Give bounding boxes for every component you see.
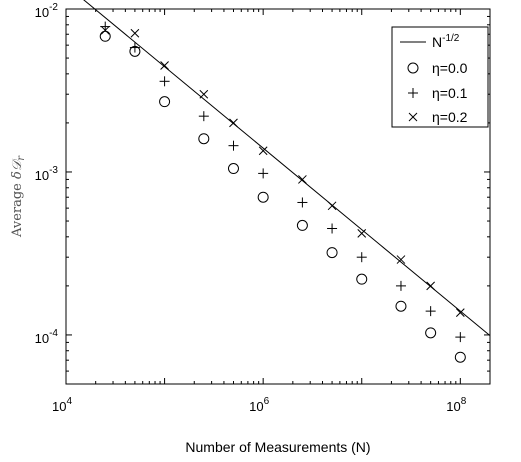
y-tick-label-0: 10-4	[35, 328, 59, 346]
point-series-2-7	[327, 223, 338, 234]
legend: N-1/2 η=0.0 η=0.1 η=0.2	[391, 26, 489, 128]
legend-label-series-1: η=0.0	[432, 60, 468, 76]
tick-labels: 104 106 108 10-4 10-3 10-2	[35, 2, 467, 414]
point-series-1-8	[356, 273, 368, 285]
point-series-1-3	[198, 133, 210, 145]
legend-label-reference-base: N	[432, 34, 442, 50]
point-series-3-9	[396, 255, 406, 264]
y-axis-title-symbol: δ𝒟	[10, 158, 25, 179]
point-series-1-10	[425, 327, 437, 339]
point-series-1-11	[454, 351, 466, 363]
legend-marker-plus	[408, 88, 418, 98]
point-series-3-6	[298, 175, 307, 184]
point-series-2-11	[455, 332, 466, 343]
x-axis-title: Number of Measurements (N)	[185, 439, 370, 455]
x-tick-label-2: 108	[446, 396, 466, 414]
point-series-2-2	[159, 76, 170, 87]
point-series-1-9	[395, 300, 407, 312]
y-axis-title: Average δ𝒟r	[10, 155, 27, 238]
y-tick-label-1: 10-3	[35, 165, 59, 183]
point-series-3-5	[258, 146, 268, 156]
x-tick-label-0: 104	[52, 396, 72, 414]
point-series-2-5	[258, 168, 269, 179]
point-series-3-2	[160, 61, 169, 70]
point-series-2-1	[129, 42, 140, 53]
point-series-1-6	[296, 219, 308, 231]
point-series-3-3	[199, 89, 209, 99]
reference-line-layer	[83, 0, 491, 337]
point-series-2-10	[425, 306, 436, 317]
legend-label-series-3: η=0.2	[432, 109, 468, 125]
point-series-2-8	[356, 252, 367, 263]
point-series-3-11	[455, 308, 465, 318]
point-series-2-3	[198, 111, 209, 122]
point-series-2-4	[228, 140, 239, 151]
legend-box	[391, 26, 489, 128]
legend-label-series-2: η=0.1	[432, 85, 468, 101]
x-tick-label-1: 106	[249, 396, 269, 414]
legend-marker-cross	[408, 112, 418, 122]
point-series-3-10	[426, 281, 436, 291]
y-tick-label-2: 10-2	[35, 2, 59, 20]
point-series-3-1	[130, 28, 140, 38]
point-series-1-5	[257, 191, 269, 203]
point-series-2-9	[395, 280, 406, 291]
point-series-3-0	[100, 25, 110, 35]
legend-label-reference-exp: -1/2	[442, 33, 460, 44]
point-series-3-8	[357, 229, 367, 238]
reference-line	[83, 0, 491, 337]
ticks-layer	[65, 8, 491, 385]
y-axis-title-subscript: r	[16, 155, 27, 161]
data-points-layer	[99, 21, 466, 363]
point-series-3-7	[327, 201, 337, 211]
point-series-2-6	[297, 197, 308, 208]
legend-label-reference-line: N-1/2	[432, 33, 460, 50]
legend-marker-circle	[407, 62, 419, 74]
point-series-1-7	[326, 247, 338, 259]
point-series-1-2	[159, 96, 171, 108]
point-series-1-4	[227, 163, 239, 175]
y-axis-title-prefix: Average	[10, 179, 25, 238]
point-series-3-4	[229, 118, 238, 128]
